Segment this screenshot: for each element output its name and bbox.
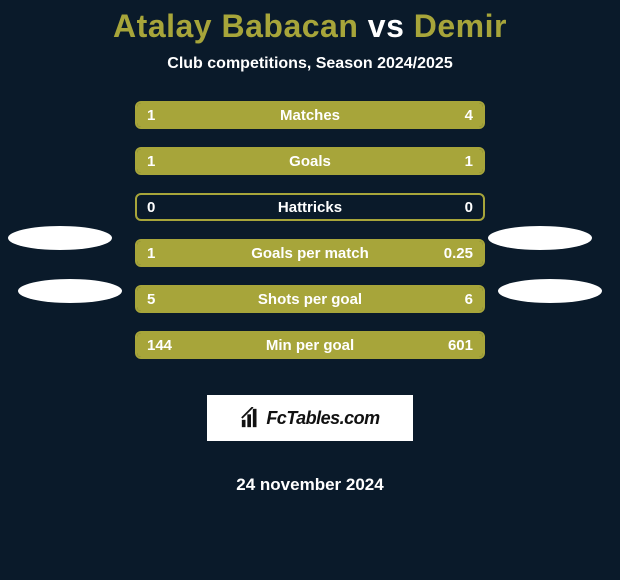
stat-row: 5 Shots per goal 6 (135, 285, 485, 313)
stat-value-right: 601 (448, 337, 473, 354)
stats-area: 1 Matches 4 1 Goals 1 0 Hattricks 0 1 Go… (0, 101, 620, 495)
stat-value-right: 0.25 (444, 245, 473, 262)
page-title: Atalay Babacan vs Demir (113, 8, 507, 45)
stat-label: Goals per match (137, 245, 483, 262)
team-badge-placeholder (488, 226, 592, 250)
stat-row: 0 Hattricks 0 (135, 193, 485, 221)
stat-value-right: 6 (465, 291, 473, 308)
logo-text: FcTables.com (266, 408, 379, 429)
player1-name: Atalay Babacan (113, 8, 358, 44)
source-logo[interactable]: FcTables.com (207, 395, 413, 441)
stat-row: 1 Goals 1 (135, 147, 485, 175)
stat-row: 1 Matches 4 (135, 101, 485, 129)
subtitle: Club competitions, Season 2024/2025 (167, 55, 452, 73)
stat-value-right: 0 (465, 199, 473, 216)
stat-label: Shots per goal (137, 291, 483, 308)
stat-label: Goals (137, 153, 483, 170)
stat-row: 1 Goals per match 0.25 (135, 239, 485, 267)
stat-value-right: 1 (465, 153, 473, 170)
player2-name: Demir (414, 8, 507, 44)
comparison-card: Atalay Babacan vs Demir Club competition… (0, 0, 620, 495)
stat-value-right: 4 (465, 107, 473, 124)
team-badge-placeholder (8, 226, 112, 250)
stat-row: 144 Min per goal 601 (135, 331, 485, 359)
team-badge-placeholder (18, 279, 122, 303)
stat-label: Matches (137, 107, 483, 124)
stat-label: Min per goal (137, 337, 483, 354)
snapshot-date: 24 november 2024 (236, 475, 383, 495)
vs-text: vs (368, 8, 405, 44)
bar-chart-icon (240, 407, 262, 429)
team-badge-placeholder (498, 279, 602, 303)
stat-label: Hattricks (137, 199, 483, 216)
